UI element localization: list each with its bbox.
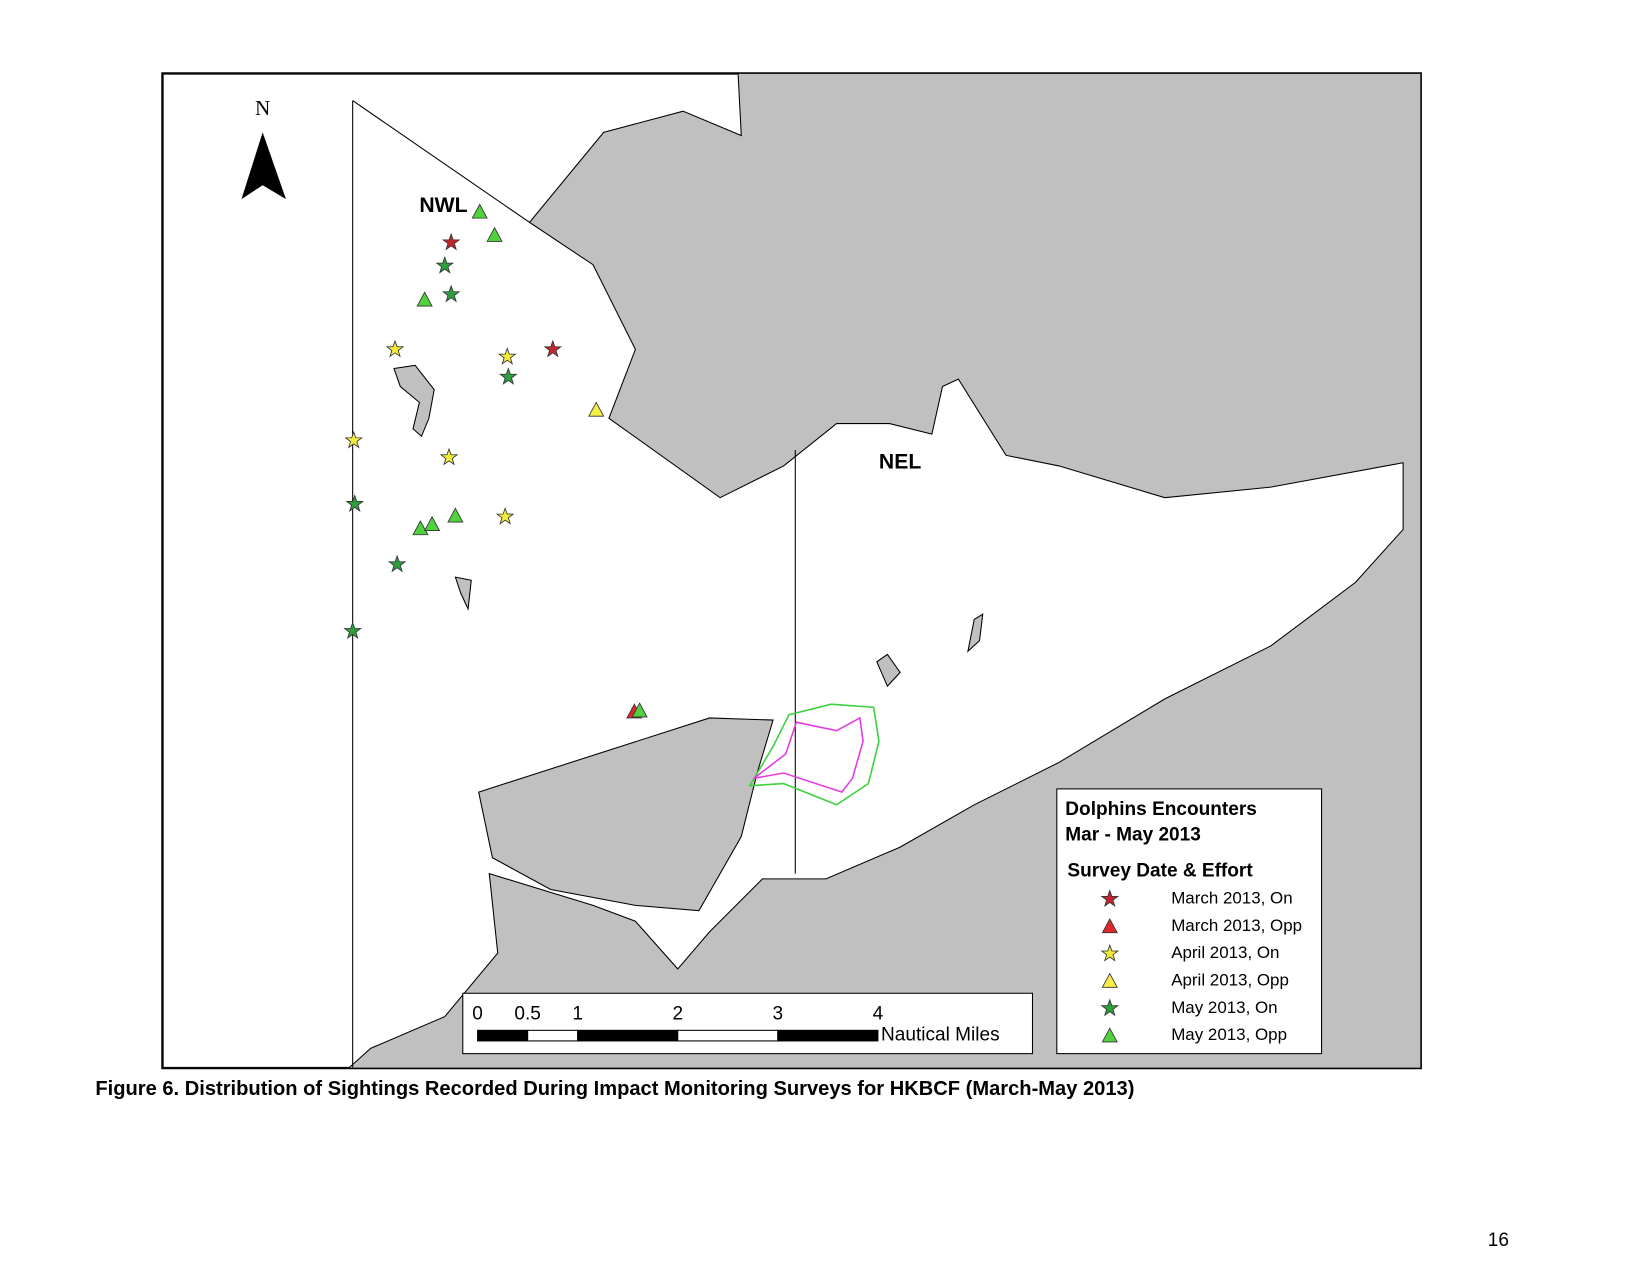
legend-subtitle: Survey Date & Effort bbox=[1067, 861, 1253, 882]
legend-items: March 2013, On March 2013, Opp April 2013,… bbox=[1100, 888, 1302, 1044]
sighting-triangle bbox=[416, 291, 433, 307]
sighting-triangle bbox=[631, 702, 648, 718]
scale-unit: Nautical Miles bbox=[881, 1025, 1000, 1046]
island bbox=[478, 717, 774, 912]
legend-title: Dolphins Encounters bbox=[1065, 799, 1257, 820]
sighting-star bbox=[343, 621, 362, 640]
sighting-star bbox=[441, 284, 461, 303]
islet bbox=[967, 613, 984, 653]
scale-label: 0 bbox=[472, 1003, 483, 1024]
legend-label: April 2013, On bbox=[1171, 943, 1279, 962]
zone-boundary bbox=[352, 100, 530, 223]
sighting-star bbox=[497, 347, 517, 365]
sightings bbox=[343, 203, 648, 719]
scale-label: 2 bbox=[672, 1003, 683, 1024]
islet bbox=[454, 576, 472, 611]
site-outline bbox=[753, 716, 864, 794]
legend-label: March 2013, Opp bbox=[1171, 916, 1302, 935]
sighting-star bbox=[435, 256, 455, 274]
buffer-outline bbox=[748, 703, 880, 806]
sighting-star bbox=[387, 554, 407, 573]
scale-label: 4 bbox=[873, 1003, 884, 1024]
scale-label: 3 bbox=[773, 1003, 784, 1024]
islet bbox=[876, 653, 901, 688]
north-label: N bbox=[255, 96, 270, 120]
sighting-triangle bbox=[486, 226, 503, 242]
zone-label: NWL bbox=[419, 194, 467, 217]
sighting-triangle bbox=[412, 520, 429, 536]
sighting-triangle bbox=[1101, 918, 1118, 934]
page-number: 16 bbox=[1488, 1230, 1509, 1251]
scale-segment bbox=[577, 1029, 679, 1042]
sighting-star bbox=[1100, 889, 1120, 907]
sighting-star bbox=[499, 367, 518, 385]
legend-label: April 2013, Opp bbox=[1171, 970, 1289, 989]
legend-label: May 2013, On bbox=[1171, 998, 1277, 1017]
sighting-star bbox=[344, 430, 363, 449]
sighting-star bbox=[543, 339, 563, 358]
scale-segment bbox=[477, 1029, 529, 1042]
scale-label: 0.5 bbox=[514, 1003, 540, 1024]
scale-box bbox=[462, 992, 1034, 1055]
sighting-triangle bbox=[447, 507, 464, 523]
sighting-star bbox=[1100, 998, 1120, 1017]
north-arrow bbox=[241, 132, 286, 200]
legend-label: May 2013, Opp bbox=[1171, 1025, 1287, 1044]
sighting-star bbox=[495, 507, 515, 525]
islet bbox=[393, 364, 435, 438]
sighting-triangle bbox=[423, 515, 441, 531]
scale-bar: 0 0.5 1 2 3 4 bbox=[472, 1003, 884, 1042]
sighting-triangle bbox=[471, 203, 488, 219]
sighting-star bbox=[345, 494, 365, 512]
scale-segment bbox=[527, 1029, 579, 1042]
sighting-triangle bbox=[1101, 972, 1118, 988]
sighting-star bbox=[441, 232, 461, 251]
legend-title: Mar - May 2013 bbox=[1065, 825, 1201, 846]
legend-label: March 2013, On bbox=[1171, 888, 1292, 907]
scale-segment bbox=[677, 1029, 779, 1042]
sighting-triangle bbox=[588, 401, 605, 417]
zone-label: NEL bbox=[879, 450, 921, 473]
scale-segment bbox=[777, 1029, 879, 1042]
sighting-star bbox=[385, 339, 405, 358]
sighting-star bbox=[1100, 943, 1120, 962]
sighting-triangle bbox=[1101, 1027, 1118, 1043]
sea bbox=[162, 73, 1404, 1068]
sighting-star bbox=[439, 447, 459, 466]
scale-label: 1 bbox=[572, 1003, 583, 1024]
caption: Figure 6. Distribution of Sightings Reco… bbox=[95, 1078, 1134, 1100]
legend-box bbox=[1056, 788, 1323, 1055]
